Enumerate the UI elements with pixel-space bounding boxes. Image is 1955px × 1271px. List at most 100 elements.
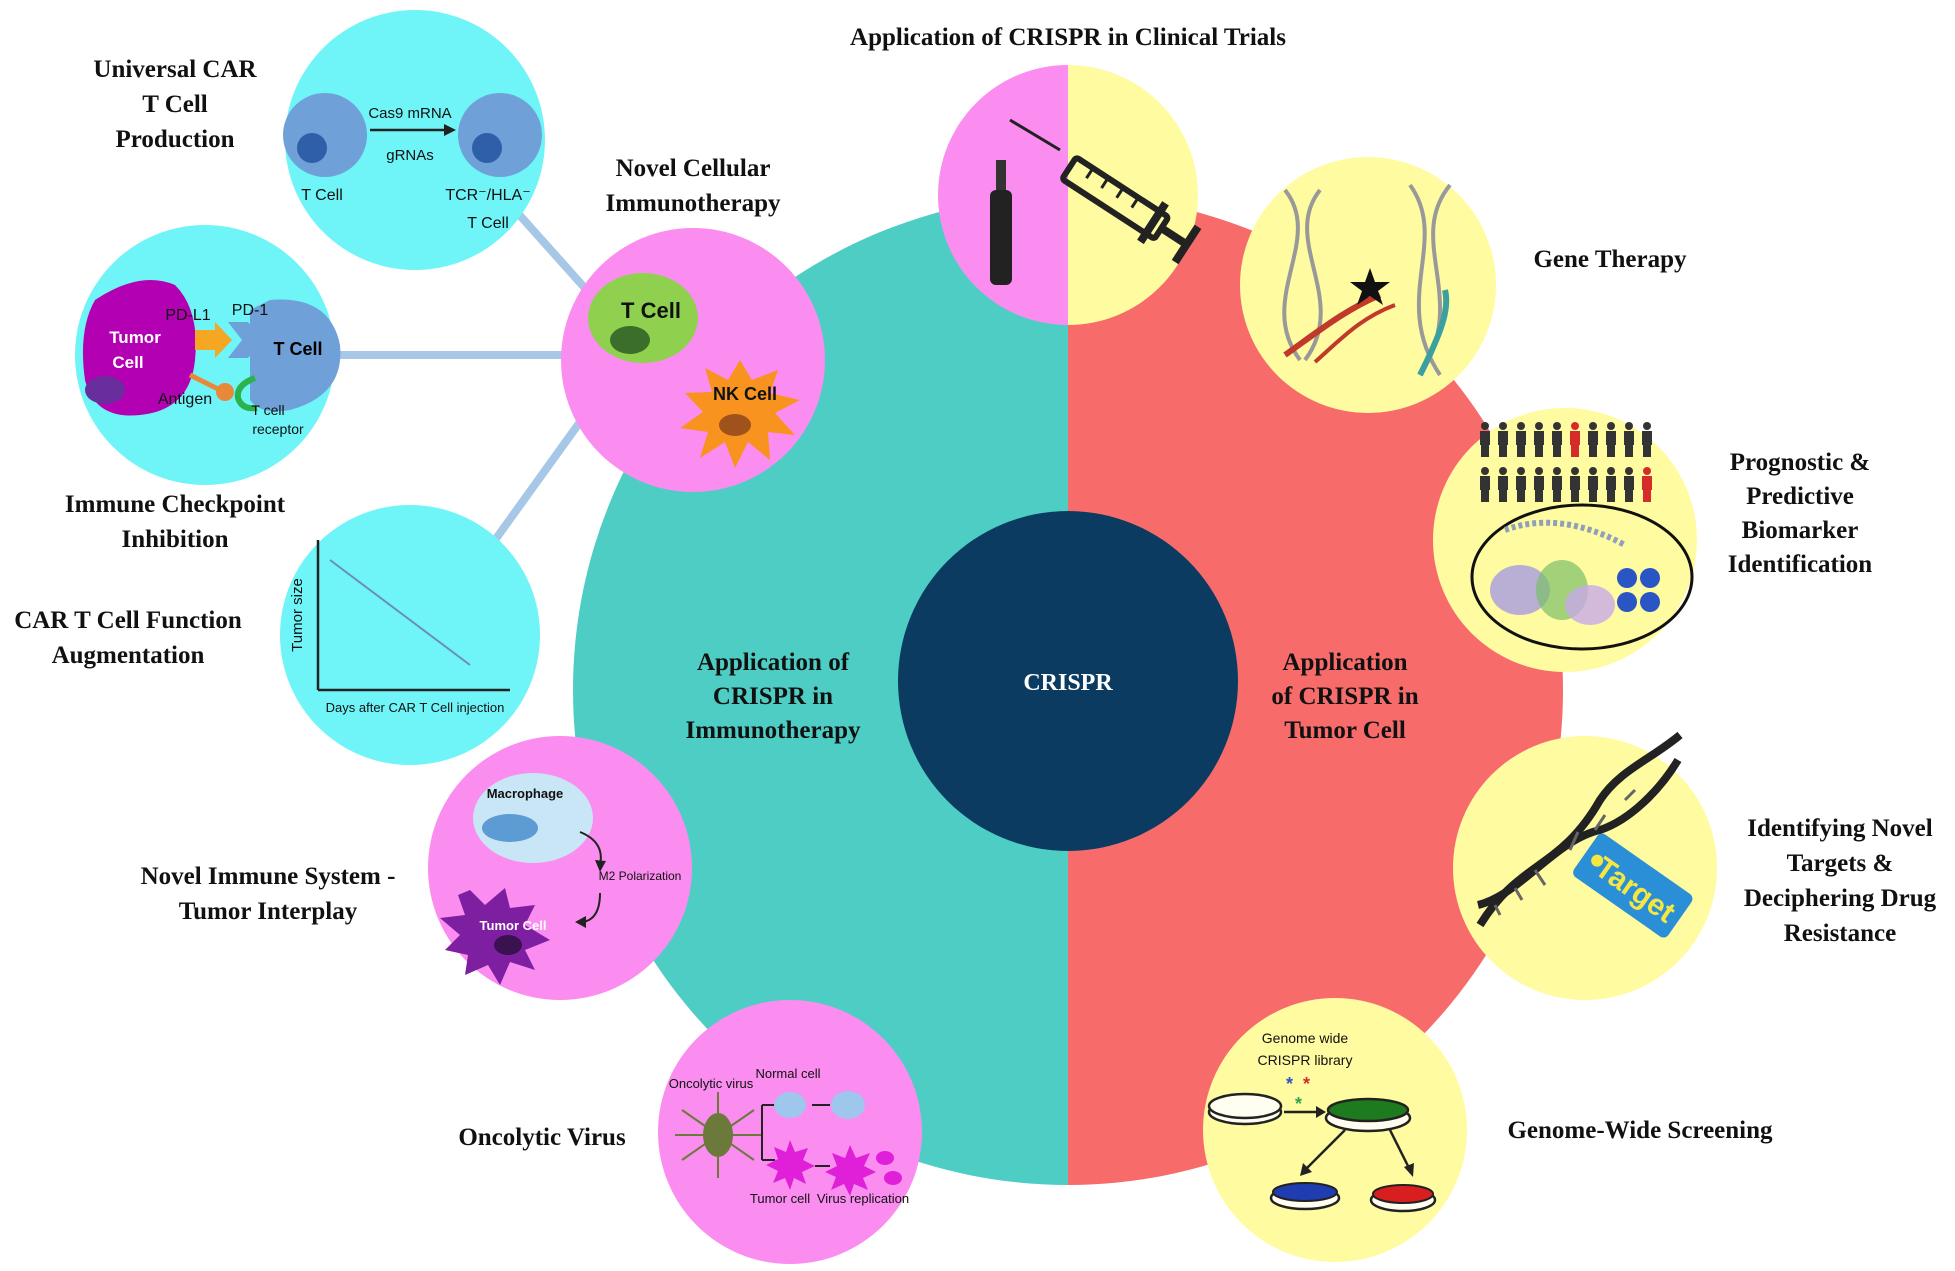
person-icon (1516, 422, 1526, 457)
dna-helix-icon (1282, 188, 1396, 364)
t-cell-label: T Cell (301, 187, 343, 204)
immunotherapy-half-label: Application of CRISPR in Immunotherapy (685, 649, 861, 744)
person-icon (1588, 467, 1598, 502)
novel-cellular-node: T Cell NK Cell Novel Cellular Immunother… (561, 155, 825, 492)
library-label-1: Genome wide (1262, 1030, 1349, 1046)
edited-t-cell-label: T Cell (467, 215, 509, 232)
node-title-line: Universal CAR (93, 56, 257, 83)
cell-label: Cell (112, 353, 143, 372)
node-title-line: Resistance (1784, 920, 1896, 947)
node-title-line: Identification (1728, 551, 1873, 578)
red-result-dish-icon (1369, 1184, 1437, 1213)
biomarker-node: Prognostic & Predictive Biomarker Identi… (1433, 408, 1872, 672)
star-icon (1350, 268, 1390, 305)
pd-l1-label: PD-L1 (165, 307, 210, 324)
interplay-node: Macrophage M2 Polarization Tumor Cell No… (141, 736, 692, 1000)
half-label-line-2: CRISPR in (713, 683, 833, 710)
node-title-line: Biomarker (1742, 517, 1859, 544)
person-icon (1534, 467, 1544, 502)
person-icon (1480, 467, 1490, 502)
nk-cell-icon (680, 360, 800, 468)
node-title-line: CAR T Cell Function (14, 607, 242, 634)
person-icon (1498, 422, 1508, 457)
person-icon (1480, 422, 1490, 457)
node-title-line: Augmentation (52, 642, 205, 669)
t-cell-icon (283, 93, 367, 177)
person-icon (1624, 467, 1634, 502)
node-title-line: T Cell (142, 91, 208, 118)
cell-cluster-icon (1617, 568, 1660, 612)
node-title: Gene Therapy (1533, 246, 1687, 273)
person-icon (1534, 422, 1544, 457)
node-title-line: Identifying Novel (1747, 815, 1932, 842)
virus-replication-label: Virus replication (817, 1191, 909, 1206)
tumor-cell-icon (440, 888, 550, 985)
person-icon (1642, 467, 1652, 502)
tumor-label: Tumor (109, 328, 161, 347)
tumor-half-label: Application of CRISPR in Tumor Cell (1271, 649, 1418, 744)
car-function-node: Tumor size Days after CAR T Cell injecti… (14, 505, 540, 765)
t-cell-label: T Cell (273, 339, 322, 359)
cas9-label: Cas9 mRNA (368, 105, 451, 122)
checkpoint-node: Tumor Cell PD-L1 PD-1 T Cell Antigen T c… (65, 225, 341, 553)
svg-text:*: * (1295, 1094, 1302, 1114)
nk-cell-label: NK Cell (713, 384, 777, 404)
person-icon (1624, 422, 1634, 457)
library-label-2: CRISPR library (1258, 1052, 1353, 1068)
tumor-size-trend-line (329, 559, 471, 666)
screening-node: Genome wide CRISPR library * * * Genom (1203, 998, 1773, 1262)
gene-therapy-node: Gene Therapy (1240, 157, 1687, 413)
vial-icon (990, 160, 1012, 285)
half-label-line-3: Immunotherapy (685, 717, 861, 744)
oncolytic-node: Oncolytic virus Normal cell Tumor cell V… (458, 1000, 922, 1264)
half-label-line-2: of CRISPR in (1271, 683, 1418, 710)
node-title-line: Novel Immune System - (141, 863, 396, 890)
pd-1-receptor-icon (228, 322, 262, 358)
person-icon (1552, 422, 1562, 457)
antigen-icon (216, 383, 234, 401)
clinical-trials-node: Application of CRISPR in Clinical Trials (850, 24, 1286, 325)
edited-dna-helix-icon (1408, 183, 1452, 377)
pd-1-label: PD-1 (232, 302, 269, 319)
center-label: CRISPR (1023, 670, 1113, 696)
y-axis-label: Tumor size (289, 578, 306, 652)
t-cell-label: T Cell (621, 298, 681, 323)
half-label-line-3: Tumor Cell (1284, 717, 1406, 744)
protein-chain-icon (1503, 519, 1627, 548)
node-title-line: Immune Checkpoint (65, 491, 286, 518)
person-icon (1606, 467, 1616, 502)
node-title-line: Predictive (1746, 483, 1854, 510)
protein-structure-icon (1490, 560, 1615, 625)
person-icon (1570, 467, 1580, 502)
node-title-line: Production (116, 126, 235, 153)
node-title: Oncolytic Virus (458, 1124, 626, 1151)
x-axis-label: Days after CAR T Cell injection (326, 700, 505, 715)
macrophage-label: Macrophage (487, 786, 564, 801)
node-title-line: Novel Cellular (616, 155, 771, 182)
population-icon (1480, 422, 1652, 502)
person-icon (1588, 422, 1598, 457)
clinical-trials-title: Application of CRISPR in Clinical Trials (850, 24, 1286, 51)
half-label-line-1: Application (1282, 649, 1407, 676)
universal-car-node: Cas9 mRNA gRNAs T Cell TCR⁻/HLA⁻ T Cell … (93, 10, 545, 270)
virus-label: Oncolytic virus (669, 1076, 754, 1091)
svg-text:*: * (1286, 1074, 1293, 1094)
pd-l1-arrow-icon (195, 322, 232, 358)
person-icon (1642, 422, 1652, 457)
svg-text:*: * (1303, 1074, 1310, 1094)
node-title-line: Targets & (1787, 850, 1894, 877)
node-title-line: Inhibition (121, 526, 228, 553)
node-title-line: Deciphering Drug (1744, 885, 1937, 912)
tumor-cell-label: Tumor Cell (480, 918, 547, 933)
tumor-cell-icon (766, 1140, 815, 1190)
center-circle: CRISPR (898, 511, 1238, 851)
person-icon (1570, 422, 1580, 457)
person-icon (1552, 467, 1562, 502)
node-title-line: Tumor Interplay (179, 898, 358, 925)
library-molecules-icon: * * * (1286, 1074, 1310, 1114)
normal-cell-icon (774, 1092, 806, 1118)
receptor-label-2: receptor (252, 421, 304, 437)
edited-t-cell-icon (458, 93, 542, 177)
syringe-icon (1009, 118, 1202, 265)
